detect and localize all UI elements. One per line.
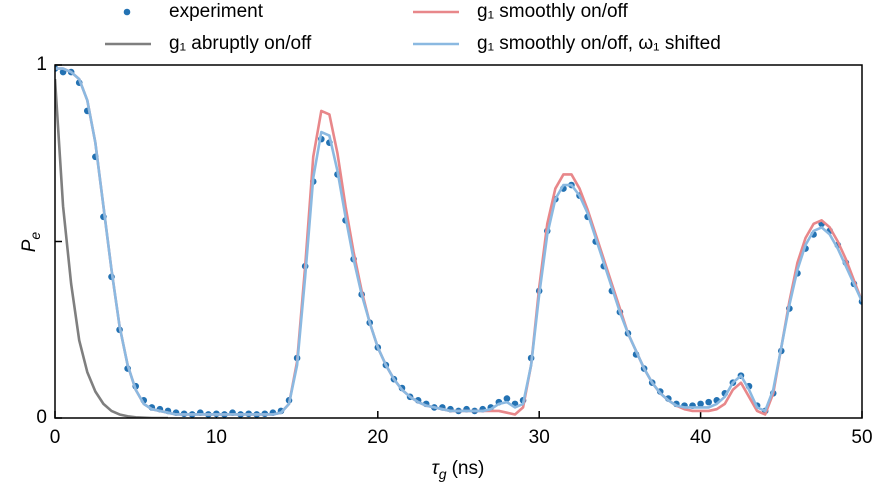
y-tick-label: 0 <box>36 407 47 428</box>
y-label-symbol: P <box>19 239 40 252</box>
plot-frame <box>54 64 863 419</box>
data-point <box>705 398 712 406</box>
x-label-unit: (ns) <box>452 458 485 479</box>
x-tick-label: 0 <box>50 427 61 448</box>
x-tick-label: 30 <box>529 427 550 448</box>
x-label-symbol: τ <box>432 458 441 479</box>
legend-marker <box>123 8 131 16</box>
y-tick-label: 1 <box>36 54 47 75</box>
legend-label: g₁ smoothly on/off, ω₁ shifted <box>477 33 721 54</box>
x-label-sub: g <box>439 466 447 482</box>
x-axis-label: τg (ns) <box>432 458 485 482</box>
x-tick-label: 20 <box>367 427 388 448</box>
y-label-sub: e <box>27 232 43 240</box>
y-axis-label: Pe <box>19 232 43 253</box>
legend-label: g₁ abruptly on/off <box>169 33 312 54</box>
x-tick-label: 50 <box>851 427 872 448</box>
legend-label: experiment <box>169 1 264 22</box>
series-line <box>55 67 862 416</box>
series-line <box>55 67 862 416</box>
x-tick-label: 10 <box>206 427 227 448</box>
data-point <box>503 395 511 402</box>
legend-label: g₁ smoothly on/off <box>477 1 628 22</box>
data-point <box>697 400 704 408</box>
x-tick-label: 40 <box>690 427 711 448</box>
series-line <box>55 79 168 418</box>
